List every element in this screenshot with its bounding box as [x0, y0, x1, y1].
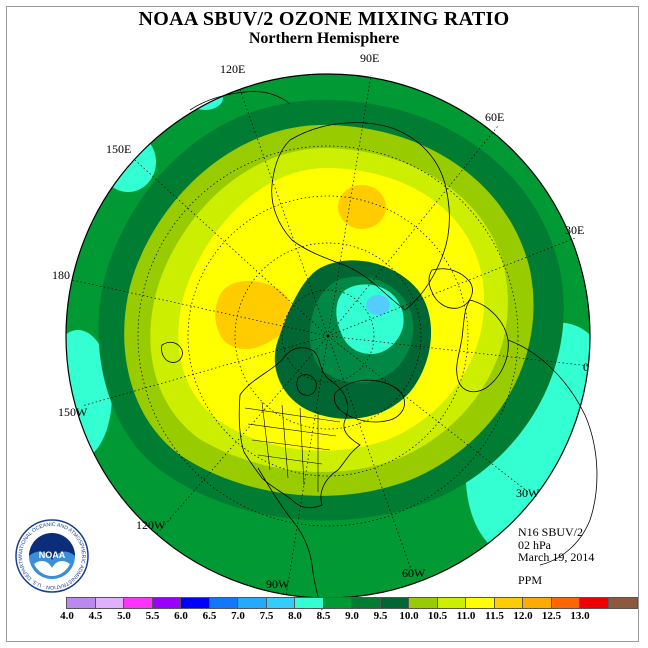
hudson-bay-coast [296, 374, 317, 396]
color-swatch [295, 598, 324, 608]
us-state-boundaries [244, 401, 341, 492]
meridian [327, 335, 413, 573]
color-swatch [238, 598, 267, 608]
color-scale-tick-label: 6.5 [202, 610, 217, 622]
page-subtitle: Northern Hemisphere [248, 30, 400, 47]
lon-label-60w: 60W [402, 566, 426, 580]
color-scale-tick-label: 10.0 [399, 610, 419, 622]
frame-border [6, 6, 639, 642]
latitude-circle [234, 242, 422, 430]
meridian [81, 335, 329, 407]
coastlines [161, 91, 598, 611]
eurasia-coast [271, 122, 450, 311]
instrument-label: N16 SBUV/2 [518, 525, 584, 539]
date-label: March 19, 2014 [518, 550, 595, 564]
color-scale-tick-label: 11.5 [485, 610, 504, 622]
units-label: PPM [518, 573, 543, 587]
scandinavia-coast [428, 268, 473, 309]
state-line [261, 401, 319, 492]
alaska-island-coast [161, 341, 183, 363]
color-swatch [95, 598, 124, 608]
meridian [327, 335, 533, 496]
color-scale-tick-label: 8.0 [288, 610, 302, 622]
color-swatch [409, 598, 438, 608]
lon-label-150e: 150E [106, 142, 132, 156]
logo-text: NOAA [39, 550, 66, 560]
color-swatch [494, 598, 523, 608]
color-scale-tick-label: 11.0 [456, 610, 476, 622]
lon-label-90w: 90W [266, 577, 290, 591]
lon-label-90e: 90E [360, 51, 380, 65]
meridian [327, 74, 372, 337]
color-scale-tick-label: 10.5 [427, 610, 448, 622]
europe-coast [456, 299, 509, 393]
color-scale-tick-label: 4.5 [88, 610, 103, 622]
color-swatch [523, 598, 552, 608]
pressure-level-label: 02 hPa [518, 537, 551, 552]
north-america-coast [238, 347, 361, 509]
color-scale-tick-label: 7.0 [231, 610, 245, 622]
field-maximum-north [338, 185, 386, 229]
central-america-coast [257, 467, 323, 611]
color-swatch [380, 598, 409, 608]
lon-label-120e: 120E [220, 62, 246, 76]
color-scale-tick-label: 5.0 [117, 610, 131, 622]
meridian [327, 125, 499, 337]
color-scale-labels: 4.0 4.5 5.0 5.5 6.0 6.5 7.0 7.5 8.0 8.5 9.0 9.5 10.0… [52, 610, 612, 626]
graticule [71, 74, 591, 597]
lon-label-30e: 30E [565, 223, 585, 237]
color-swatch [551, 598, 580, 608]
color-scale-tick-label: 12.0 [513, 610, 533, 622]
color-scale-tick-label: 9.0 [345, 610, 359, 622]
meridian [327, 237, 576, 337]
lon-label-120w: 120W [136, 518, 166, 532]
field-minimum-west [66, 330, 112, 460]
color-scale-tick-label: 5.5 [145, 610, 160, 622]
color-swatch [437, 598, 466, 608]
color-swatch [152, 598, 181, 608]
state-line [244, 407, 341, 465]
color-scale-tick-label: 6.0 [174, 610, 188, 622]
color-swatch [466, 598, 495, 608]
dataset-info: N16 SBUV/2 02 hPa March 19, 2014 [518, 526, 594, 564]
east-asia-coast [189, 91, 291, 111]
color-swatch [181, 598, 210, 608]
color-scale-bar [66, 597, 638, 609]
field-maximum-west [215, 280, 292, 350]
color-swatch [608, 598, 637, 608]
latitude-circle [137, 145, 519, 527]
noaa-logo: NATIONAL OCEANIC AND ATMOSPHERIC ADMINIS… [14, 518, 89, 593]
color-swatch [67, 598, 96, 608]
color-scale-tick-label: 12.5 [541, 610, 562, 622]
africa-coast [507, 339, 598, 566]
lon-label-150w: 150W [58, 405, 88, 419]
greenland-coast [333, 379, 405, 423]
lon-label-0: 0 [583, 360, 589, 374]
color-scale-tick-label: 7.5 [259, 610, 274, 622]
lon-label-180: 180 [52, 268, 70, 282]
latitude-circle [281, 289, 375, 383]
field-minimum-polar-core [366, 295, 390, 315]
lon-label-30w: 30W [516, 486, 540, 500]
latitude-circle [187, 195, 469, 477]
lon-label-60e: 60E [485, 110, 505, 124]
color-swatch [352, 598, 381, 608]
color-swatch [124, 598, 153, 608]
color-swatch [209, 598, 238, 608]
color-scale-tick-label: 4.0 [60, 610, 74, 622]
field-minimum-northwest [100, 132, 156, 192]
color-swatch [580, 598, 609, 608]
page-title: NOAA SBUV/2 OZONE MIXING RATIO [138, 8, 510, 30]
color-swatch [266, 598, 295, 608]
color-scale-tick-label: 8.5 [316, 610, 331, 622]
color-swatch [323, 598, 352, 608]
color-scale-tick-label: 9.5 [373, 610, 388, 622]
color-scale-tick-label: 13.0 [570, 610, 590, 622]
